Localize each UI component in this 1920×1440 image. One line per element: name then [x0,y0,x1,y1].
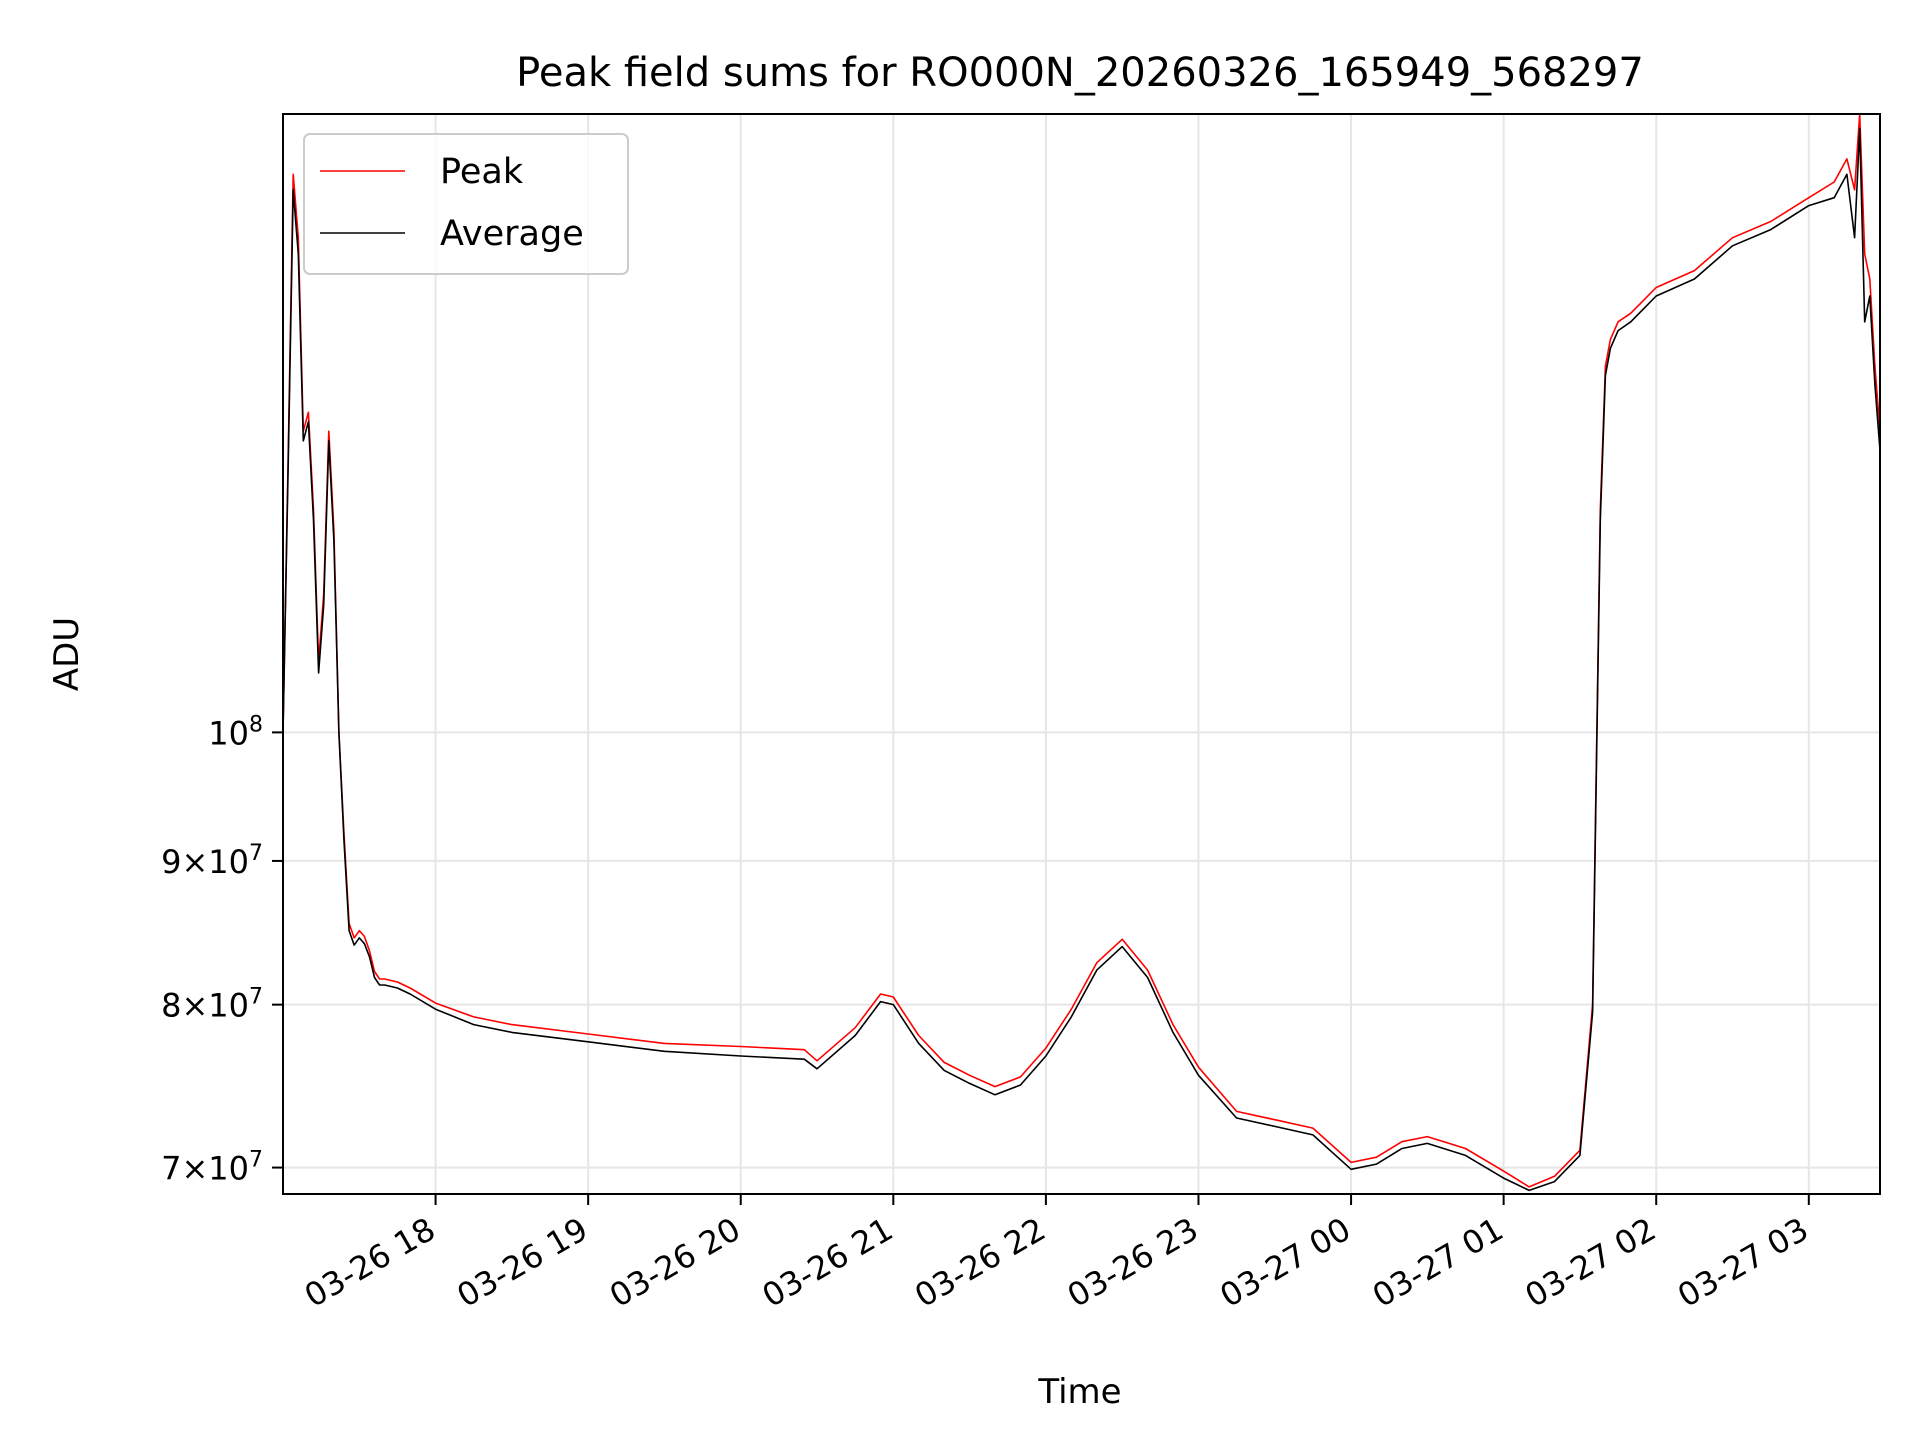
y-tick-label: 108 [208,712,263,752]
legend-label-peak: Peak [440,152,524,192]
x-tick-label: 03-26 20 [603,1210,747,1315]
series-line-average [282,128,1881,1192]
x-tick-label: 03-26 21 [756,1210,900,1315]
x-tick-label: 03-27 00 [1213,1210,1357,1315]
grid [283,114,1880,1194]
x-axis-label: Time [1037,1372,1121,1412]
legend-box [303,133,629,275]
x-tick-label: 03-27 01 [1366,1210,1510,1315]
x-tick-label: 03-26 23 [1061,1210,1205,1315]
plot-frame [282,113,1881,1195]
x-tick-label: 03-26 18 [298,1210,442,1315]
legend: Peak Average [303,133,629,275]
x-tick-label: 03-27 02 [1519,1210,1663,1315]
y-tick-label: 8×107 [161,985,263,1025]
x-ticks: 03-26 18 03-26 19 03-26 20 03-26 21 03-26 22… [298,1194,1815,1315]
chart-title: Peak field sums for RO000N_20260326_1659… [516,50,1644,96]
y-tick-label: 9×107 [161,841,263,881]
legend-label-average: Average [440,214,584,254]
x-tick-label: 03-27 03 [1671,1210,1815,1315]
x-tick-label: 03-26 19 [451,1210,595,1315]
x-tick-label: 03-26 22 [908,1210,1052,1315]
y-ticks: 7×107 8×107 9×107 108 [161,712,283,1188]
y-tick-label: 7×107 [161,1148,263,1188]
series-lines [282,113,1881,1192]
y-axis-label: ADU [47,617,87,691]
